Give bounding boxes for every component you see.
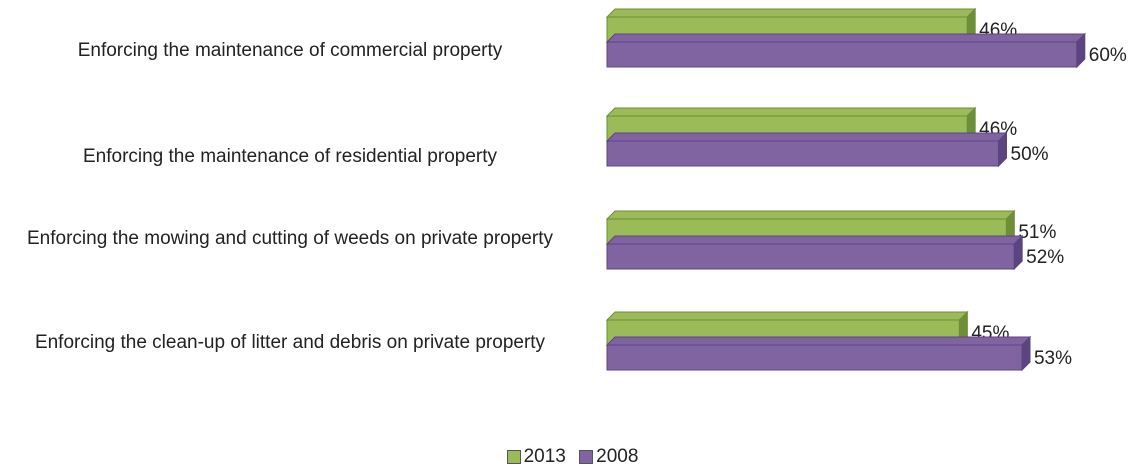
bar-2008-residential-top: [605, 132, 1008, 142]
category-label-litter: Enforcing the clean-up of litter and deb…: [34, 332, 546, 353]
data-label-2008-weeds: 52%: [1026, 247, 1064, 268]
bar-2008-litter-top: [605, 336, 1032, 346]
data-label-2013-weeds: 51%: [1018, 222, 1056, 243]
bar-2008-residential: [606, 140, 999, 167]
bar-2008-weeds: [606, 243, 1015, 270]
data-label-2008-commercial: 60%: [1089, 45, 1127, 66]
bar-2008-litter: [606, 344, 1023, 371]
legend-item-2008: 2008: [579, 446, 638, 468]
bar-2013-commercial-top: [605, 8, 977, 18]
legend-label-2008: 2008: [596, 446, 639, 467]
bar-2013-residential-top: [605, 107, 977, 117]
bar-2008-commercial-top: [605, 33, 1087, 43]
category-label-weeds: Enforcing the mowing and cutting of weed…: [27, 228, 553, 249]
data-label-2008-litter: 53%: [1034, 348, 1072, 369]
legend-item-2013: 2013: [506, 446, 566, 468]
category-label-residential: Enforcing the maintenance of residential…: [82, 146, 498, 167]
bar-2008-commercial: [606, 41, 1078, 68]
data-label-2008-residential: 50%: [1011, 144, 1049, 165]
legend-swatch-2008: [579, 450, 594, 464]
bar-2013-litter-top: [605, 311, 969, 321]
legend-swatch-2013: [506, 450, 521, 464]
bars-area: 46%60%46%50%51%52%45%53%: [605, 7, 1127, 372]
bar-2013-weeds-top: [605, 210, 1016, 220]
legend: 2013 2008: [0, 446, 1145, 470]
bar-2008-weeds-top: [605, 235, 1024, 245]
category-label-commercial: Enforcing the maintenance of commercial …: [77, 40, 503, 61]
legend-label-2013: 2013: [523, 446, 566, 467]
